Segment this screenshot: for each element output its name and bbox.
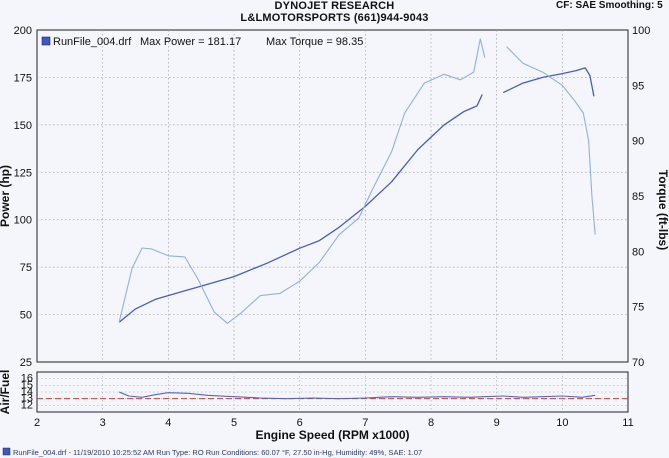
afr-tick-label: 14	[21, 386, 33, 398]
x-tick-label: 7	[362, 417, 368, 429]
x-tick-label: 6	[297, 417, 303, 429]
y-axis-title-afr: Air/Fuel	[0, 370, 12, 415]
x-axis-title: Engine Speed (RPM x1000)	[255, 428, 409, 442]
y-tick-label-torque: 90	[632, 136, 644, 148]
y-tick-label-power: 25	[20, 357, 32, 369]
legend-max-torque: Max Torque = 98.35	[266, 36, 363, 48]
afr-tick-label: 15	[21, 379, 33, 391]
y-axis-title-power: Power (hp)	[0, 165, 12, 227]
afr-tick-label: 13	[21, 393, 33, 405]
x-tick-label: 8	[428, 417, 434, 429]
main-series	[118, 38, 596, 324]
run-info-footer: RunFile_004.drf - 11/19/2010 10:25:52 AM…	[13, 448, 422, 457]
main-ticks: 25 50 75 100 125 150 175 200 70 75 80 85 90 95 100 2 3 4 5…	[14, 25, 651, 429]
legend-swatch	[41, 36, 51, 46]
y-tick-label-torque: 95	[632, 80, 644, 92]
afr-curve	[118, 391, 596, 400]
y-tick-label-torque: 75	[632, 302, 644, 314]
y-tick-label-power: 100	[14, 215, 32, 227]
x-tick-label: 4	[165, 417, 171, 429]
y-tick-label-power: 200	[14, 25, 32, 37]
y-tick-label-torque: 100	[632, 25, 650, 37]
legend-run-name: RunFile_004.drf	[53, 36, 132, 48]
y-tick-label-power: 50	[20, 310, 32, 322]
y-tick-label-torque: 80	[632, 246, 644, 258]
power-curve	[502, 67, 595, 97]
y-tick-label-power: 150	[14, 120, 32, 132]
y-axis-title-torque: Torque (ft-lbs)	[656, 170, 669, 250]
x-tick-label: 3	[100, 417, 106, 429]
report-title: DYNOJET RESEARCH	[274, 0, 395, 12]
torque-curve	[118, 38, 486, 324]
report-subtitle: L&LMOTORSPORTS (661)944-9043	[240, 12, 429, 24]
y-tick-label-torque: 70	[632, 357, 644, 369]
legend-max-power: Max Power = 181.17	[140, 36, 241, 48]
afr-series	[37, 391, 628, 400]
x-tick-label: 11	[622, 417, 633, 429]
main-plot-frame	[36, 29, 629, 363]
x-tick-label: 2	[34, 417, 40, 429]
correction-factor-label: CF: SAE Smoothing: 5	[556, 0, 663, 11]
x-tick-label: 10	[556, 417, 568, 429]
y-tick-label-power: 175	[14, 72, 32, 84]
main-grid	[37, 30, 628, 362]
y-tick-label-power: 75	[20, 262, 32, 274]
x-tick-label: 9	[494, 417, 500, 429]
square-icon	[2, 447, 11, 456]
afr-tick-label: 12	[21, 399, 33, 411]
torque-curve	[506, 46, 596, 235]
afr-grid	[37, 372, 628, 412]
y-tick-label-torque: 85	[632, 191, 644, 203]
x-tick-label: 5	[231, 417, 237, 429]
y-tick-label-power: 125	[14, 167, 32, 179]
power-curve	[118, 94, 483, 323]
afr-tick-label: 16	[21, 373, 33, 385]
